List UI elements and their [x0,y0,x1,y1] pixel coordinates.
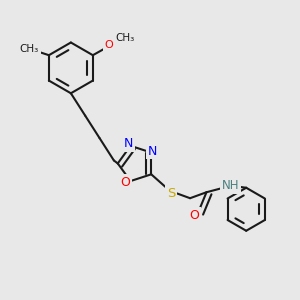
Text: O: O [120,176,130,189]
Text: N: N [124,137,133,150]
Text: CH₃: CH₃ [20,44,39,54]
Text: O: O [189,209,199,222]
Text: N: N [148,145,158,158]
Text: S: S [167,187,176,200]
Text: NH: NH [222,179,240,192]
Text: CH₃: CH₃ [115,33,134,43]
Text: O: O [105,40,113,50]
